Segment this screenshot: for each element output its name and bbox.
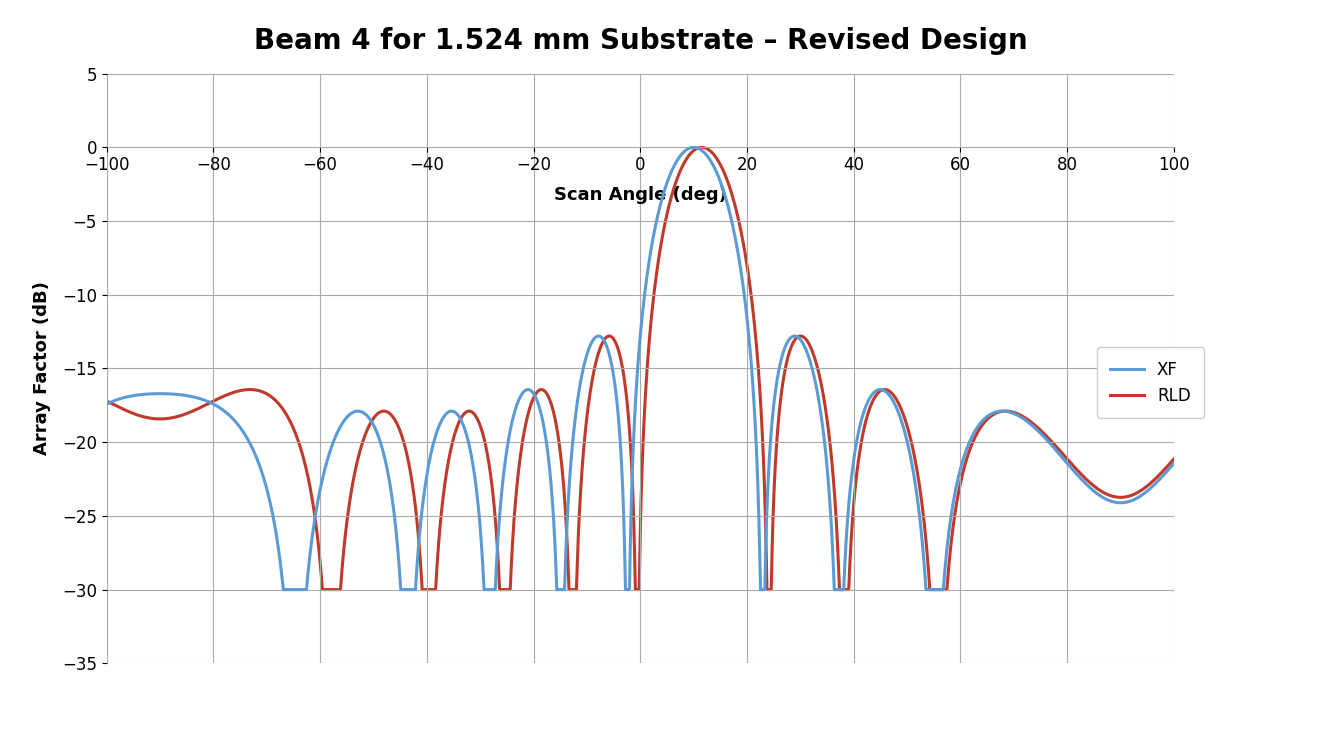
XF [556,585,572,594]
XF [99,399,115,408]
Line: RLD: RLD [107,147,1174,590]
RLD [606,335,622,344]
XF [686,143,702,152]
Y-axis label: Array Factor (dB): Array Factor (dB) [33,282,51,455]
RLD [99,397,115,405]
Legend: XF, RLD: XF, RLD [1097,347,1205,419]
RLD [1134,486,1150,495]
XF [547,548,563,557]
XF [275,585,291,594]
RLD [875,385,891,394]
Line: XF: XF [107,147,1174,590]
RLD [556,484,572,493]
RLD [547,416,563,425]
XF [1081,482,1097,491]
XF [1134,491,1150,500]
Title: Beam 4 for 1.524 mm Substrate – Revised Design: Beam 4 for 1.524 mm Substrate – Revised … [253,27,1027,55]
RLD [315,585,331,594]
RLD [1166,455,1182,464]
X-axis label: Scan Angle (deg): Scan Angle (deg) [554,186,727,203]
XF [1166,459,1182,468]
RLD [694,143,710,152]
XF [875,385,891,394]
XF [606,374,622,383]
RLD [1081,477,1097,486]
